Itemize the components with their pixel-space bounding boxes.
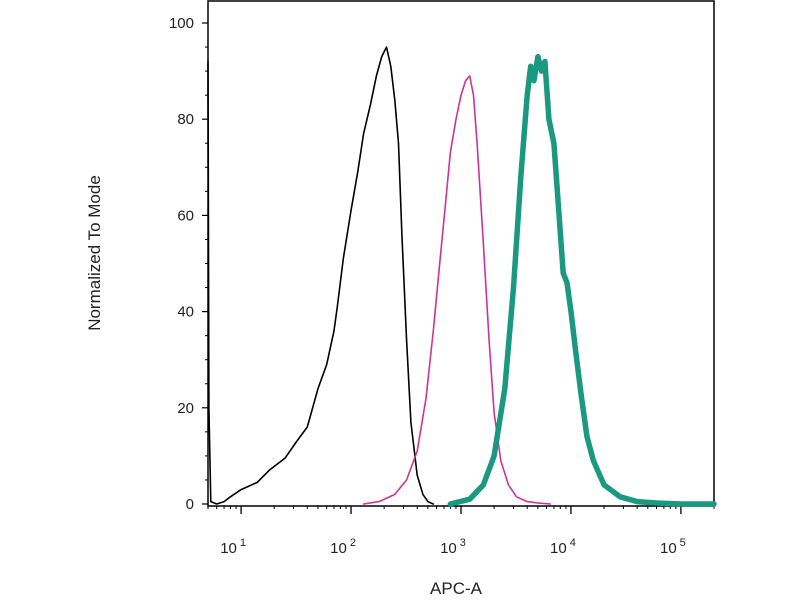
y-tick-label: 100	[169, 15, 194, 32]
x-tick-label: 10 4	[550, 537, 576, 557]
histogram-series-1	[207, 46, 435, 505]
y-tick-label: 80	[177, 111, 194, 128]
x-tick-exponent: 3	[460, 537, 466, 549]
x-tick-base: 10	[220, 540, 237, 557]
x-tick-label: 10 2	[330, 537, 356, 557]
series-layer	[207, 46, 717, 507]
y-axis: 0 20 40 60 80 100	[169, 15, 208, 513]
x-tick-exponent: 4	[570, 537, 576, 549]
histogram-series-2	[362, 75, 552, 505]
y-tick-label: 0	[186, 496, 194, 513]
plot-frame	[207, 0, 715, 507]
x-tick-exponent: 5	[680, 537, 686, 549]
x-tick-base: 10	[660, 540, 677, 557]
x-tick-exponent: 2	[350, 537, 356, 549]
x-tick-base: 10	[330, 540, 347, 557]
x-tick-label: 10 3	[440, 537, 466, 557]
x-tick-exponent: 1	[240, 537, 246, 549]
y-tick-label: 60	[177, 207, 194, 224]
x-axis: 10 1 10 2 10 3 10 4 10 5	[207, 506, 715, 557]
y-tick-label: 40	[177, 304, 194, 321]
x-tick-label: 10 5	[660, 537, 686, 557]
histogram-series-3	[447, 53, 717, 507]
x-axis-label: APC-A	[430, 579, 483, 598]
y-axis-label: Normalized To Mode	[85, 175, 104, 331]
y-tick-label: 20	[177, 400, 194, 417]
x-tick-label: 10 1	[220, 537, 246, 557]
x-tick-base: 10	[440, 540, 457, 557]
x-tick-base: 10	[550, 540, 567, 557]
